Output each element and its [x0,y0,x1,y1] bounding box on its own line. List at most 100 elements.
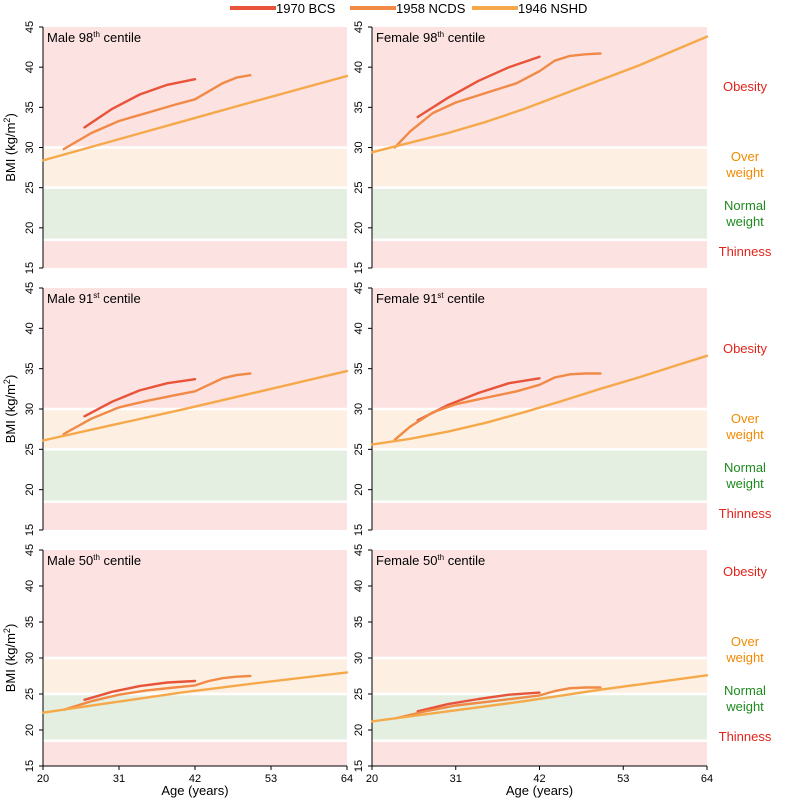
y-tick-label: 40 [24,61,36,73]
series-line-1958-ncds [393,52,602,149]
y-axis-title-sup: 2 [2,118,12,123]
y-tick-label: 20 [353,724,365,736]
y-tick-label: 15 [24,524,36,536]
panel-title: Male 50th centile [47,553,141,568]
band-obesity [372,27,707,148]
series-line-1946-nshd [370,674,709,723]
legend-label: 1958 NCDS [396,1,466,16]
x-tick-label: 64 [341,773,353,785]
y-tick-label: 40 [353,322,365,334]
series-line-1946-nshd [370,35,709,154]
series-line-1946-nshd [41,74,349,162]
panel-title-sup: st [437,291,444,300]
category-label: Over [731,149,760,164]
y-tick-label: 35 [24,363,36,375]
panel-title-end: centile [444,30,485,45]
y-axis-title-close: ) [3,375,18,379]
panel-title: Female 50th centile [376,553,485,568]
y-tick-label: 45 [353,282,365,294]
x-tick-label: 53 [265,773,277,785]
y-tick-label: 15 [353,760,365,772]
category-label: Over [731,634,760,649]
y-tick-label: 15 [353,524,365,536]
y-tick-label: 35 [353,101,365,113]
y-tick-label: 35 [24,101,36,113]
panel-title-main: Female 50 [376,553,437,568]
y-tick-label: 15 [24,760,36,772]
y-tick-label: 30 [24,141,36,153]
x-tick-label: 20 [366,773,378,785]
y-tick-label: 25 [353,182,365,194]
series-line-1970-bcs [83,679,197,701]
panel-title-sup: th [437,553,444,562]
band-normal [372,694,707,741]
panel-4: 15 20 25 30 35 40 45 Female 91st centile [353,282,709,536]
series-line-1946-nshd [41,369,349,442]
category-label: Thinness [719,729,772,744]
y-tick-label: 20 [24,222,36,234]
y-tick-label: 45 [24,544,36,556]
y-tick-label: 45 [24,282,36,294]
legend-label: 1970 BCS [276,1,336,16]
panel-title-main: Male 91 [47,291,93,306]
series-line-1958-ncds [393,372,602,441]
y-tick-label: 25 [353,443,365,455]
y-tick-label: 45 [353,544,365,556]
panel-title-sup: th [93,553,100,562]
panel-title: Male 91st centile [47,291,141,306]
category-label: weight [725,165,764,180]
category-label: weight [725,214,764,229]
y-tick-label: 15 [24,262,36,274]
y-tick-label: 45 [24,21,36,33]
band-thinness [372,239,707,268]
band-overweight [372,658,707,694]
band-obesity [43,27,347,148]
y-tick-label: 35 [353,363,365,375]
panel-title-main: Female 98 [376,30,437,45]
series-line-1970-bcs [83,378,197,418]
band-obesity [43,288,347,409]
y-tick-label: 40 [353,580,365,592]
y-tick-label: 30 [24,403,36,415]
category-label: Over [731,411,760,426]
panel-2: 15 20 25 30 35 40 45 Female 98th centile [353,21,709,274]
legend: 1970 BCS 1958 NCDS 1946 NSHD [230,1,587,16]
y-axis-title-close: ) [3,113,18,117]
category-label: Normal [724,460,766,475]
y-tick-label: 30 [353,403,365,415]
y-axis-title: BMI (kg/m2) [2,624,18,693]
panel-1: 15 20 25 30 35 40 45 Male 98th centile [24,21,349,274]
band-overweight [43,147,347,188]
x-tick-label: 53 [617,773,629,785]
category-label: weight [725,650,764,665]
y-axis-title-close: ) [3,624,18,628]
y-axis-title-main: BMI (kg/m [3,123,18,182]
panel-title-sup: st [93,291,100,300]
y-tick-label: 25 [24,182,36,194]
band-overweight [372,409,707,450]
panel-title-end: centile [99,291,140,306]
series-line-1958-ncds [393,686,602,720]
panel-title-main: Male 50 [47,553,93,568]
y-axis-title: BMI (kg/m2) [2,113,18,182]
y-tick-label: 15 [353,262,365,274]
series-line-1946-nshd [370,354,709,446]
y-tick-label: 20 [353,222,365,234]
x-tick-label: 20 [37,773,49,785]
panel-title-main: Female 91 [376,291,437,306]
y-tick-label: 40 [24,322,36,334]
band-normal [43,187,347,240]
category-label: weight [725,699,764,714]
panel-title: Female 98th centile [376,30,485,45]
y-tick-label: 30 [353,652,365,664]
y-axis-titles: BMI (kg/m2)BMI (kg/m2)BMI (kg/m2) [2,113,18,692]
category-label: Obesity [723,341,768,356]
x-tick-label: 31 [450,773,462,785]
band-normal [43,449,347,502]
series-line-1946-nshd [41,671,349,714]
band-obesity [372,550,707,658]
category-label: weight [725,476,764,491]
